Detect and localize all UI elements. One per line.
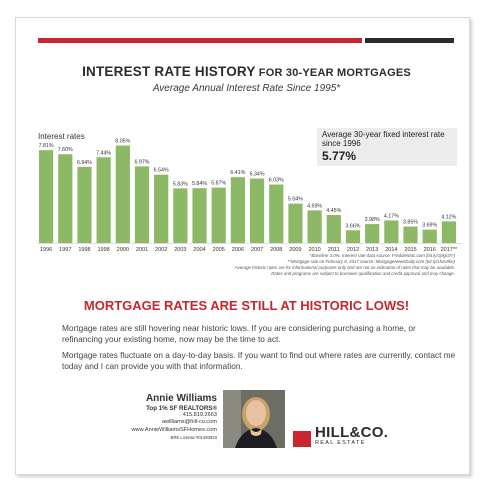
- bar-value-label-8: 5.84%: [192, 181, 207, 187]
- chart-subtitle: Average Annual Interest Rate Since 1995*: [152, 83, 341, 94]
- bar-16: [345, 230, 361, 243]
- agent-name: Annie Williams: [145, 393, 217, 404]
- bar-value-label-2: 6.94%: [77, 160, 92, 166]
- bar-value-label-0: 7.81%: [39, 143, 54, 149]
- chart-footnotes: *Baseline 3.0%. Interest rate data sourc…: [100, 253, 455, 277]
- x-tick-label-16: 2012: [347, 247, 359, 253]
- company-logo: HILL&CO. REAL ESTATE: [315, 424, 388, 446]
- x-tick-label-1: 1997: [59, 247, 71, 253]
- agent-website[interactable]: www.AnnieWilliamsSFHomes.com: [131, 426, 217, 433]
- bar-0: [39, 150, 54, 243]
- chart-title: INTEREST RATE HISTORY FOR 30-YEAR MORTGA…: [0, 64, 493, 79]
- bar-value-label-18: 4.17%: [384, 213, 399, 219]
- x-tick-label-10: 2006: [232, 247, 244, 253]
- footnote-2: **Mortgage rate on February 8, 2017 sour…: [287, 259, 455, 264]
- bar-value-label-6: 6.54%: [154, 168, 169, 174]
- x-tick-label-5: 2001: [136, 247, 148, 253]
- headline: MORTGAGE RATES ARE STILL AT HISTORIC LOW…: [83, 298, 410, 313]
- bar-value-label-19: 3.85%: [403, 220, 418, 226]
- x-tick-label-0: 1996: [40, 247, 52, 253]
- title-main: INTEREST RATE HISTORY: [82, 64, 256, 79]
- bar-value-label-16: 3.66%: [345, 223, 360, 229]
- x-tick-label-8: 2004: [193, 247, 205, 253]
- top-dark-rule: [365, 38, 454, 43]
- bar-2: [77, 166, 92, 243]
- x-tick-label-9: 2005: [213, 247, 225, 253]
- x-tick-label-11: 2007: [251, 247, 263, 253]
- agent-contact-block: Annie Williams Top 1% SF REALTORS® 415.8…: [80, 393, 217, 440]
- average-rate-callout: Average 30-year fixed interest rate sinc…: [317, 128, 457, 166]
- bar-value-label-1: 7.60%: [58, 147, 73, 153]
- bar-value-label-12: 6.03%: [269, 178, 284, 184]
- paragraph-2: Mortgage rates fluctuate on a day-to-day…: [62, 350, 456, 371]
- agent-email[interactable]: awilliams@hill-co.com: [161, 419, 217, 426]
- bar-value-label-13: 5.04%: [288, 197, 303, 203]
- paragraph-1: Mortgage rates are still hovering near h…: [62, 323, 416, 344]
- x-tick-label-2: 1998: [78, 247, 90, 253]
- bar-value-label-3: 7.44%: [96, 150, 111, 156]
- agent-photo: [223, 390, 285, 448]
- bar-value-label-9: 5.87%: [211, 181, 226, 187]
- agent-role: Top 1% SF REALTORS®: [146, 405, 217, 412]
- bar-6: [154, 174, 169, 243]
- bar-9: [211, 187, 226, 243]
- callout-text: Average 30-year fixed interest rate sinc…: [322, 130, 445, 148]
- bar-value-label-7: 5.83%: [173, 181, 188, 187]
- top-red-rule: [38, 38, 362, 43]
- x-tick-label-12: 2008: [270, 247, 282, 253]
- bar-1: [58, 154, 73, 243]
- bar-3: [96, 157, 111, 243]
- bar-18: [384, 220, 399, 243]
- bar-value-label-21: 4.12%: [441, 214, 456, 220]
- x-tick-label-18: 2014: [385, 247, 397, 253]
- bar-value-label-15: 4.45%: [326, 208, 341, 214]
- bar-15: [326, 215, 341, 243]
- bar-17: [365, 224, 380, 243]
- x-tick-label-20: 2016: [424, 247, 436, 253]
- bar-10: [230, 177, 245, 243]
- callout-value: 5.77%: [322, 149, 357, 163]
- x-tick-label-6: 2002: [155, 247, 167, 253]
- x-tick-label-19: 2015: [404, 247, 416, 253]
- bar-20: [422, 229, 437, 243]
- x-tick-label-15: 2011: [328, 247, 340, 253]
- bar-8: [192, 188, 207, 243]
- bar-12: [269, 184, 284, 243]
- bar-14: [307, 210, 322, 243]
- bar-value-label-17: 3.98%: [365, 217, 380, 223]
- x-tick-label-7: 2003: [174, 247, 186, 253]
- title-small: FOR 30-YEAR MORTGAGES: [255, 67, 411, 79]
- bar-4: [115, 145, 130, 243]
- bar-value-label-14: 4.69%: [307, 203, 322, 209]
- footnote-1: *Baseline 3.0%. Interest rate data sourc…: [309, 253, 455, 258]
- bar-11: [249, 178, 265, 243]
- bar-13: [288, 203, 303, 243]
- agent-license: BRE License #01393923: [170, 434, 217, 440]
- bar-5: [134, 166, 150, 243]
- x-tick-label-14: 2010: [308, 247, 320, 253]
- x-tick-label-3: 1998: [98, 247, 110, 253]
- bar-value-label-4: 8.05%: [115, 139, 130, 145]
- footnote-3: Average historic rates are for informati…: [234, 265, 455, 270]
- x-tick-label-4: 2000: [117, 247, 129, 253]
- agent-phone[interactable]: 415.819.2663: [182, 412, 217, 418]
- logo-name: HILL&CO.: [315, 424, 389, 441]
- bar-21: [441, 221, 456, 243]
- x-tick-label-21: 2017**: [441, 247, 458, 253]
- bar-value-label-10: 6.41%: [230, 170, 245, 176]
- y-axis-label: Interest rates: [38, 132, 85, 141]
- bar-19: [403, 226, 418, 243]
- bar-value-label-20: 3.69%: [422, 223, 437, 229]
- x-tick-label-13: 2009: [289, 247, 301, 253]
- bar-value-label-5: 6.97%: [134, 159, 149, 165]
- logo-mark: [293, 431, 311, 447]
- x-tick-label-17: 2013: [366, 247, 378, 253]
- bar-7: [173, 188, 188, 243]
- logo-tagline: REAL ESTATE: [315, 440, 366, 446]
- footnote-4: Rates and programs are subject to borrow…: [271, 271, 455, 276]
- bar-value-label-11: 6.34%: [250, 172, 265, 178]
